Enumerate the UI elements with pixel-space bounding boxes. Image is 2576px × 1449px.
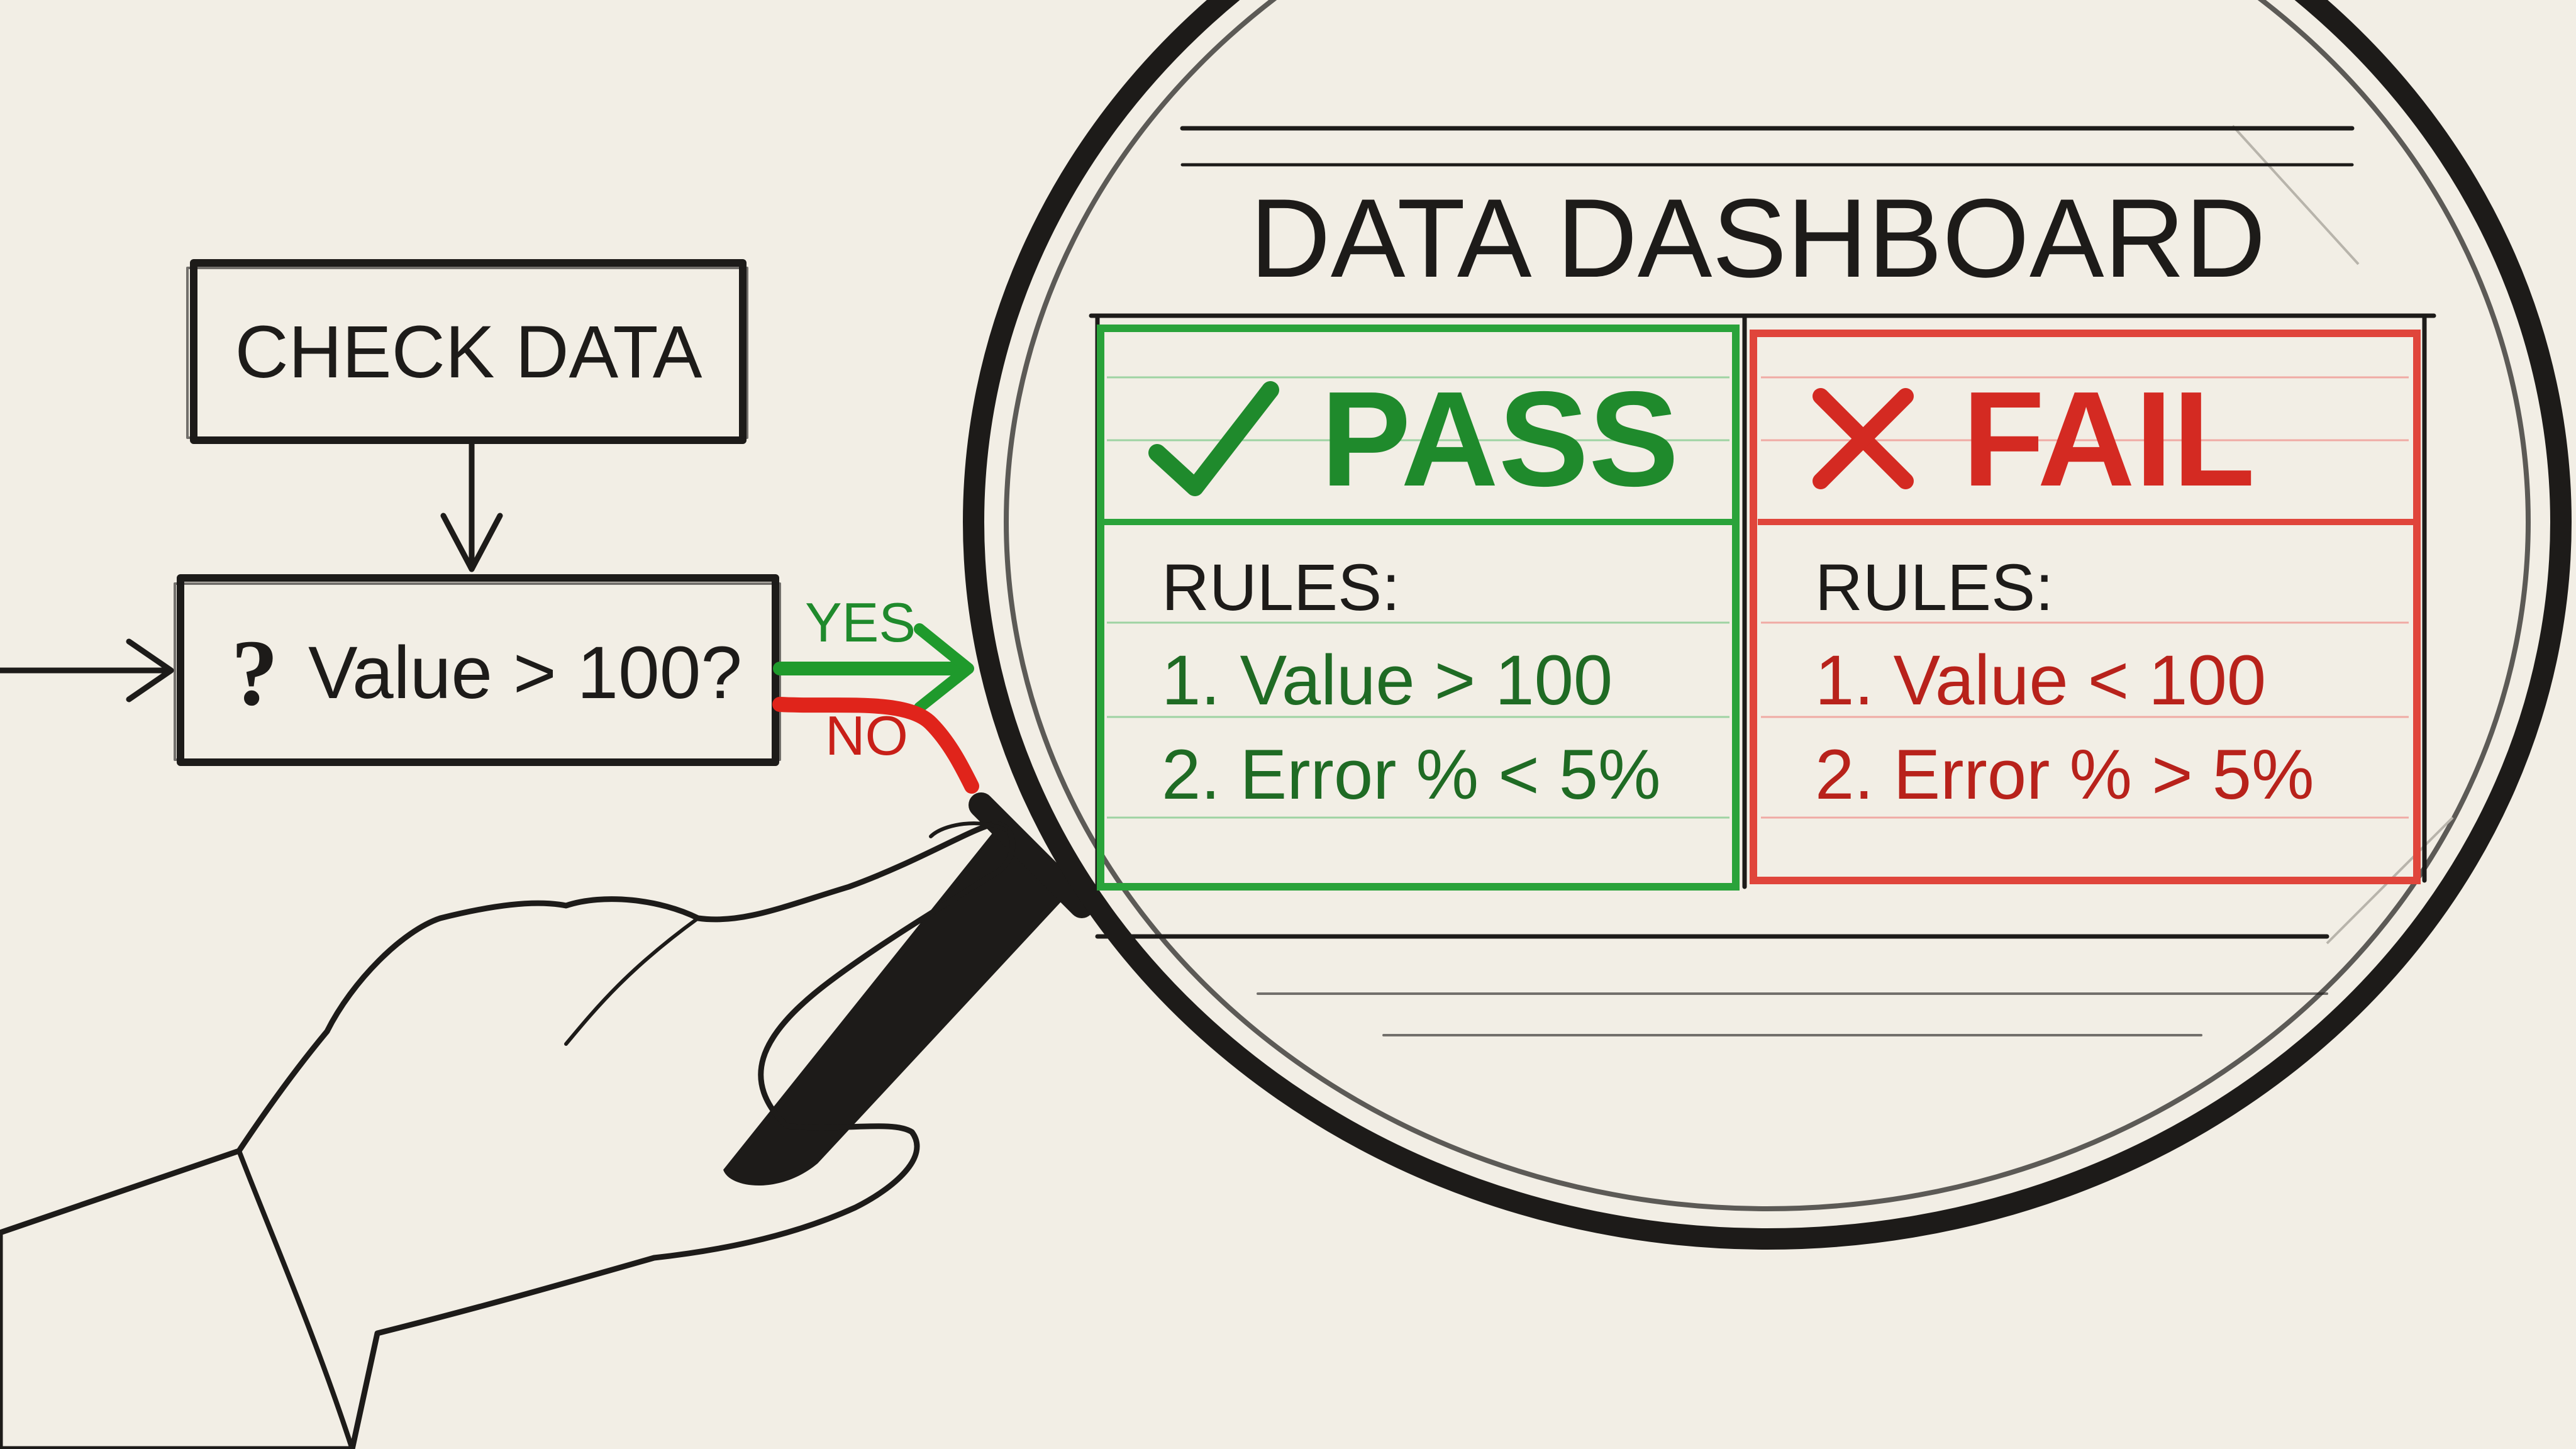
fail-rule-1: 1. Value < 100 (1815, 641, 2266, 719)
no-label: NO (825, 704, 908, 767)
check-data-label: CHECK DATA (235, 311, 702, 394)
check-icon (1148, 381, 1279, 496)
yes-branch: YES (773, 591, 974, 713)
no-branch: NO (772, 697, 979, 794)
check-data-box: CHECK DATA (186, 259, 748, 444)
yes-label: YES (805, 591, 916, 653)
pass-rule-2: 2. Error % < 5% (1162, 735, 1661, 814)
dashboard: DATA DASHBOARD PASS RULES: 1. Value > 10… (1089, 126, 2436, 1036)
hand-illustration (0, 821, 1016, 1449)
input-arrow (0, 638, 174, 702)
pass-rule-1: 1. Value > 100 (1162, 641, 1613, 719)
decision-label: Value > 100? (308, 631, 742, 714)
x-icon (1813, 388, 1914, 489)
fail-rule-2: 2. Error % > 5% (1815, 735, 2314, 814)
down-arrow (440, 437, 503, 572)
pass-panel: PASS RULES: 1. Value > 100 2. Error % < … (1097, 325, 1740, 891)
dashboard-title: DATA DASHBOARD (1250, 175, 2265, 301)
decision-box: ? Value > 100? (174, 574, 781, 766)
fail-rules-heading: RULES: (1815, 551, 2053, 625)
pass-label: PASS (1321, 363, 1679, 514)
pass-rules-heading: RULES: (1162, 551, 1400, 625)
question-mark-icon: ? (231, 621, 279, 725)
fail-label: FAIL (1962, 363, 2255, 514)
fail-panel: FAIL RULES: 1. Value < 100 2. Error % > … (1750, 330, 2421, 884)
